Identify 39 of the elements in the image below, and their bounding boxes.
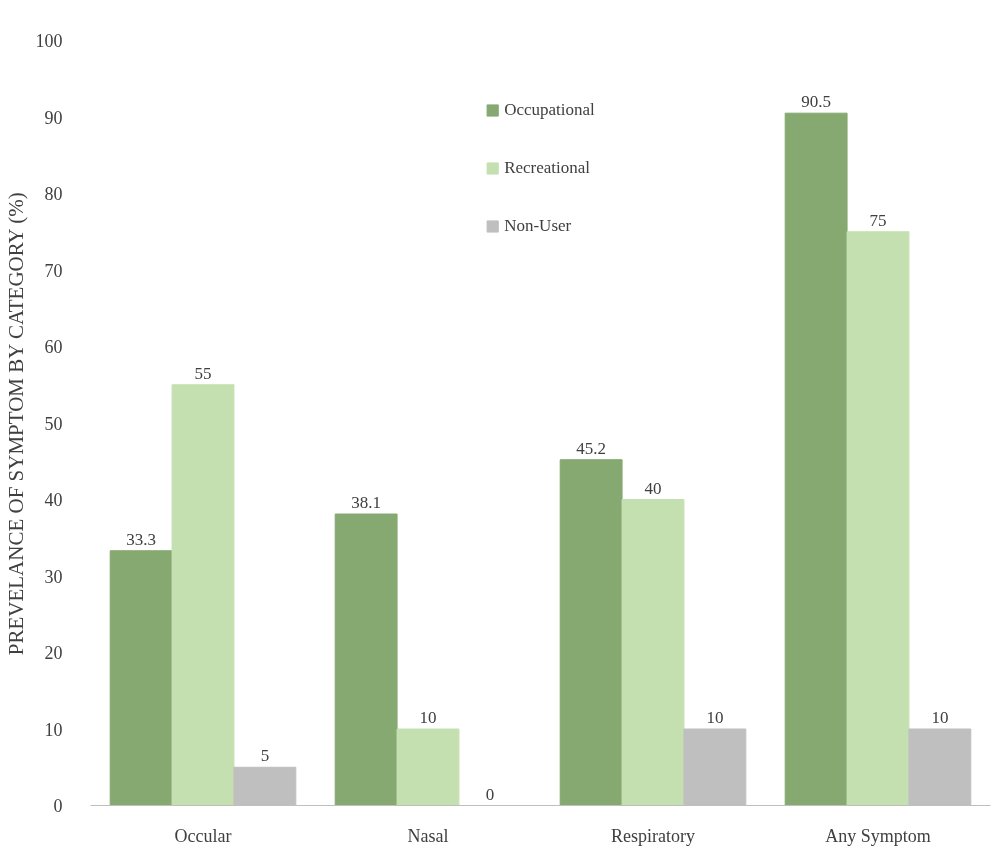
y-tick-label: 60 xyxy=(44,337,63,357)
x-tick-label: Respiratory xyxy=(611,825,695,846)
data-label: 33.3 xyxy=(126,529,156,549)
y-tick-label: 100 xyxy=(35,31,63,51)
legend-label: Recreational xyxy=(504,158,591,178)
y-tick-label: 20 xyxy=(44,643,63,663)
y-tick-label: 10 xyxy=(44,719,63,740)
bar xyxy=(334,513,398,806)
data-label: 45.2 xyxy=(576,438,606,458)
data-label: 55 xyxy=(194,363,212,383)
y-tick-label: 90 xyxy=(44,107,63,128)
x-tick-label: Nasal xyxy=(407,825,449,846)
y-tick-label: 30 xyxy=(44,566,63,587)
bar xyxy=(171,384,235,806)
bar xyxy=(396,728,460,806)
bar xyxy=(784,112,848,806)
data-label: 40 xyxy=(644,478,662,498)
data-label: 75 xyxy=(869,210,887,230)
y-axis-title: PREVELANCE OF SYMPTOM BY CATEGORY (%) xyxy=(3,192,28,656)
y-tick-label: 80 xyxy=(44,184,63,204)
data-label: 0 xyxy=(485,784,495,804)
data-label: 10 xyxy=(706,708,724,727)
y-tick-label: 70 xyxy=(44,260,63,281)
x-tick-label: Occular xyxy=(174,825,232,846)
y-tick-label: 50 xyxy=(44,413,63,434)
data-label: 90.5 xyxy=(801,92,831,112)
x-tick-label: Any Symptom xyxy=(825,825,931,846)
bar xyxy=(559,459,623,806)
y-tick-label: 0 xyxy=(53,796,63,816)
bar xyxy=(621,499,685,806)
data-label: 10 xyxy=(931,708,949,727)
bar xyxy=(109,550,173,806)
data-label: 38.1 xyxy=(351,493,381,513)
y-tick-label: 40 xyxy=(44,490,63,510)
legend-label: Non-User xyxy=(504,216,572,236)
data-label: 5 xyxy=(260,746,270,766)
data-label: 10 xyxy=(419,708,437,727)
bar xyxy=(846,231,910,806)
legend-label: Occupational xyxy=(504,100,595,120)
